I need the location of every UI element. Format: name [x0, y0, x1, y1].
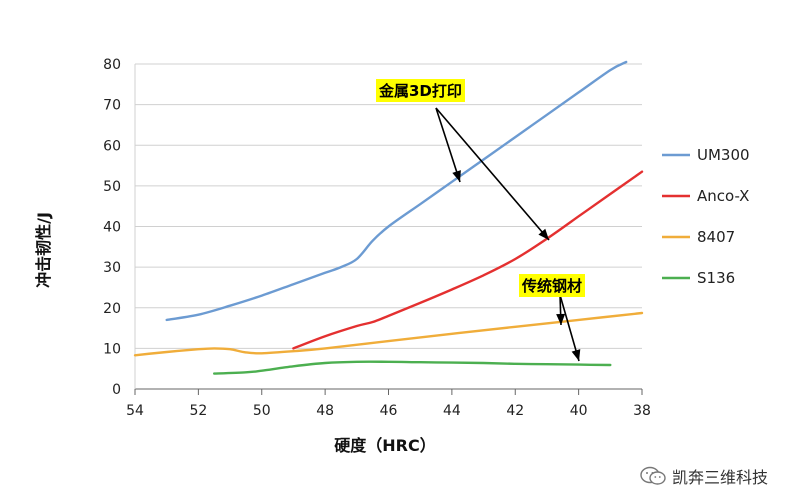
watermark-text: 凯奔三维科技 — [671, 468, 768, 487]
y-tick-label: 30 — [103, 260, 121, 276]
y-tick-label: 60 — [103, 138, 121, 154]
y-tick-label: 50 — [103, 179, 121, 195]
y-tick-label: 0 — [112, 382, 121, 398]
x-tick-label: 44 — [443, 403, 461, 419]
annotation-arrow — [435, 107, 461, 183]
y-tick-label: 70 — [103, 98, 121, 114]
chart-svg: 0 10 20 30 40 50 60 70 80 54 52 50 48 46 44 42 40 38 UM30… — [103, 57, 750, 419]
legend-label: UM300 — [697, 146, 750, 164]
x-tick-label: 40 — [570, 403, 588, 419]
series-line-um300 — [165, 60, 628, 322]
watermark: 凯奔三维科技 — [640, 464, 768, 488]
y-tick-label: 80 — [103, 57, 121, 73]
series-line-s136 — [213, 360, 612, 375]
x-tick-label: 50 — [253, 403, 271, 419]
legend-label: S136 — [697, 269, 735, 287]
annotation-arrow — [559, 294, 580, 362]
legend-label: Anco-X — [697, 187, 749, 205]
wechat-icon — [640, 466, 666, 485]
y-tick-label: 20 — [103, 301, 121, 317]
x-tick-label: 38 — [633, 403, 651, 419]
annotation-arrow — [435, 107, 550, 241]
annotation-traditional-steel: 传统钢材 — [519, 274, 586, 297]
x-tick-label: 42 — [506, 403, 524, 419]
y-axis-label: 冲击韧性/J — [34, 212, 53, 288]
x-tick-label: 52 — [189, 403, 207, 419]
y-tick-label: 10 — [103, 341, 121, 357]
x-axis-label: 硬度（HRC） — [334, 436, 436, 455]
annotation-arrow-head — [571, 349, 581, 361]
annotation-arrow-head — [556, 313, 566, 325]
annotation-3d-printing: 金属3D打印 — [376, 79, 465, 102]
x-tick-label: 46 — [380, 403, 398, 419]
legend-label: 8407 — [697, 228, 735, 246]
chart: 0 10 20 30 40 50 60 70 80 54 52 50 48 46 44 42 40 38 UM30… — [34, 57, 750, 455]
x-tick-label: 54 — [126, 403, 144, 419]
series-line-8407 — [133, 311, 644, 357]
series-line-anco-x — [292, 170, 644, 350]
annotation-arrow-head — [452, 170, 461, 182]
y-tick-label: 40 — [103, 220, 121, 236]
annotation-arrow-head — [538, 228, 549, 240]
x-tick-label: 48 — [316, 403, 334, 419]
